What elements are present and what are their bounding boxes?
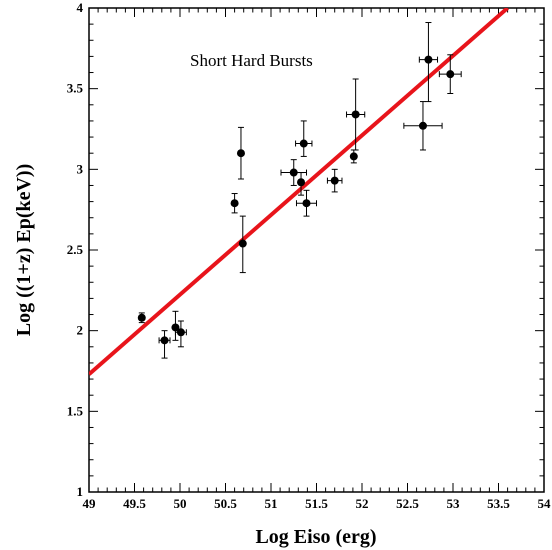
- data-point: [346, 78, 366, 151]
- y-tick-label: 4: [77, 0, 84, 15]
- x-tick-label: 50: [174, 496, 187, 511]
- data-point: [171, 310, 180, 341]
- fit-line: [89, 8, 509, 376]
- x-tick-label: 53: [447, 496, 461, 511]
- point-marker: [137, 313, 146, 322]
- data-point: [158, 330, 171, 359]
- y-tick-label: 1.5: [67, 403, 84, 418]
- y-tick-label: 3.5: [67, 81, 84, 96]
- x-tick-label: 50.5: [214, 496, 237, 511]
- x-tick-label: 49: [83, 496, 97, 511]
- x-tick-label: 49.5: [123, 496, 146, 511]
- data-point: [230, 193, 239, 214]
- axis-ticks: [88, 7, 545, 493]
- x-tick-label: 53.5: [487, 496, 510, 511]
- point-marker: [297, 178, 306, 187]
- x-axis-title: Log Eiso (erg): [255, 526, 376, 548]
- data-point: [403, 101, 443, 151]
- plot-frame: [88, 7, 545, 493]
- point-marker: [160, 336, 169, 345]
- x-tick-label: 52.5: [396, 496, 419, 511]
- data-point: [280, 159, 307, 186]
- data-point: [174, 320, 187, 348]
- data-point: [238, 215, 247, 274]
- point-marker: [289, 168, 298, 177]
- point-marker: [176, 328, 185, 337]
- tick-labels: 49 49.5 50 50.5 51 51.5 52 52.5 53 53.5 54 1 1.5 2 2.5…: [67, 0, 551, 511]
- x-tick-label: 52: [356, 496, 369, 511]
- y-tick-label: 2.5: [67, 242, 84, 257]
- data-point: [438, 54, 462, 95]
- point-marker: [330, 176, 339, 185]
- data-point: [295, 120, 313, 157]
- data-point: [418, 22, 439, 103]
- data-point: [349, 149, 358, 164]
- data-point: [297, 172, 306, 196]
- data-series: [89, 8, 509, 376]
- chart-annotation: Short Hard Bursts: [190, 51, 313, 70]
- point-marker: [238, 239, 247, 248]
- point-marker: [302, 199, 311, 208]
- x-tick-label: 51.5: [305, 496, 328, 511]
- point-marker: [299, 139, 308, 148]
- x-tick-label: 51: [265, 496, 278, 511]
- y-tick-label: 2: [77, 323, 84, 338]
- point-marker: [446, 70, 455, 79]
- data-point: [236, 126, 245, 180]
- data-point: [295, 189, 317, 217]
- point-marker: [424, 55, 433, 64]
- point-marker: [418, 121, 427, 130]
- data-point: [137, 312, 146, 324]
- point-marker: [230, 199, 239, 208]
- point-marker: [349, 152, 358, 161]
- y-tick-label: 3: [77, 161, 84, 176]
- point-marker: [236, 149, 245, 158]
- data-point: [326, 168, 343, 193]
- point-marker: [351, 110, 360, 119]
- x-tick-label: 54: [538, 496, 552, 511]
- y-tick-label: 1: [77, 484, 84, 499]
- y-axis-title: Log ((1+z) Ep(keV)): [13, 164, 35, 336]
- point-marker: [171, 323, 180, 332]
